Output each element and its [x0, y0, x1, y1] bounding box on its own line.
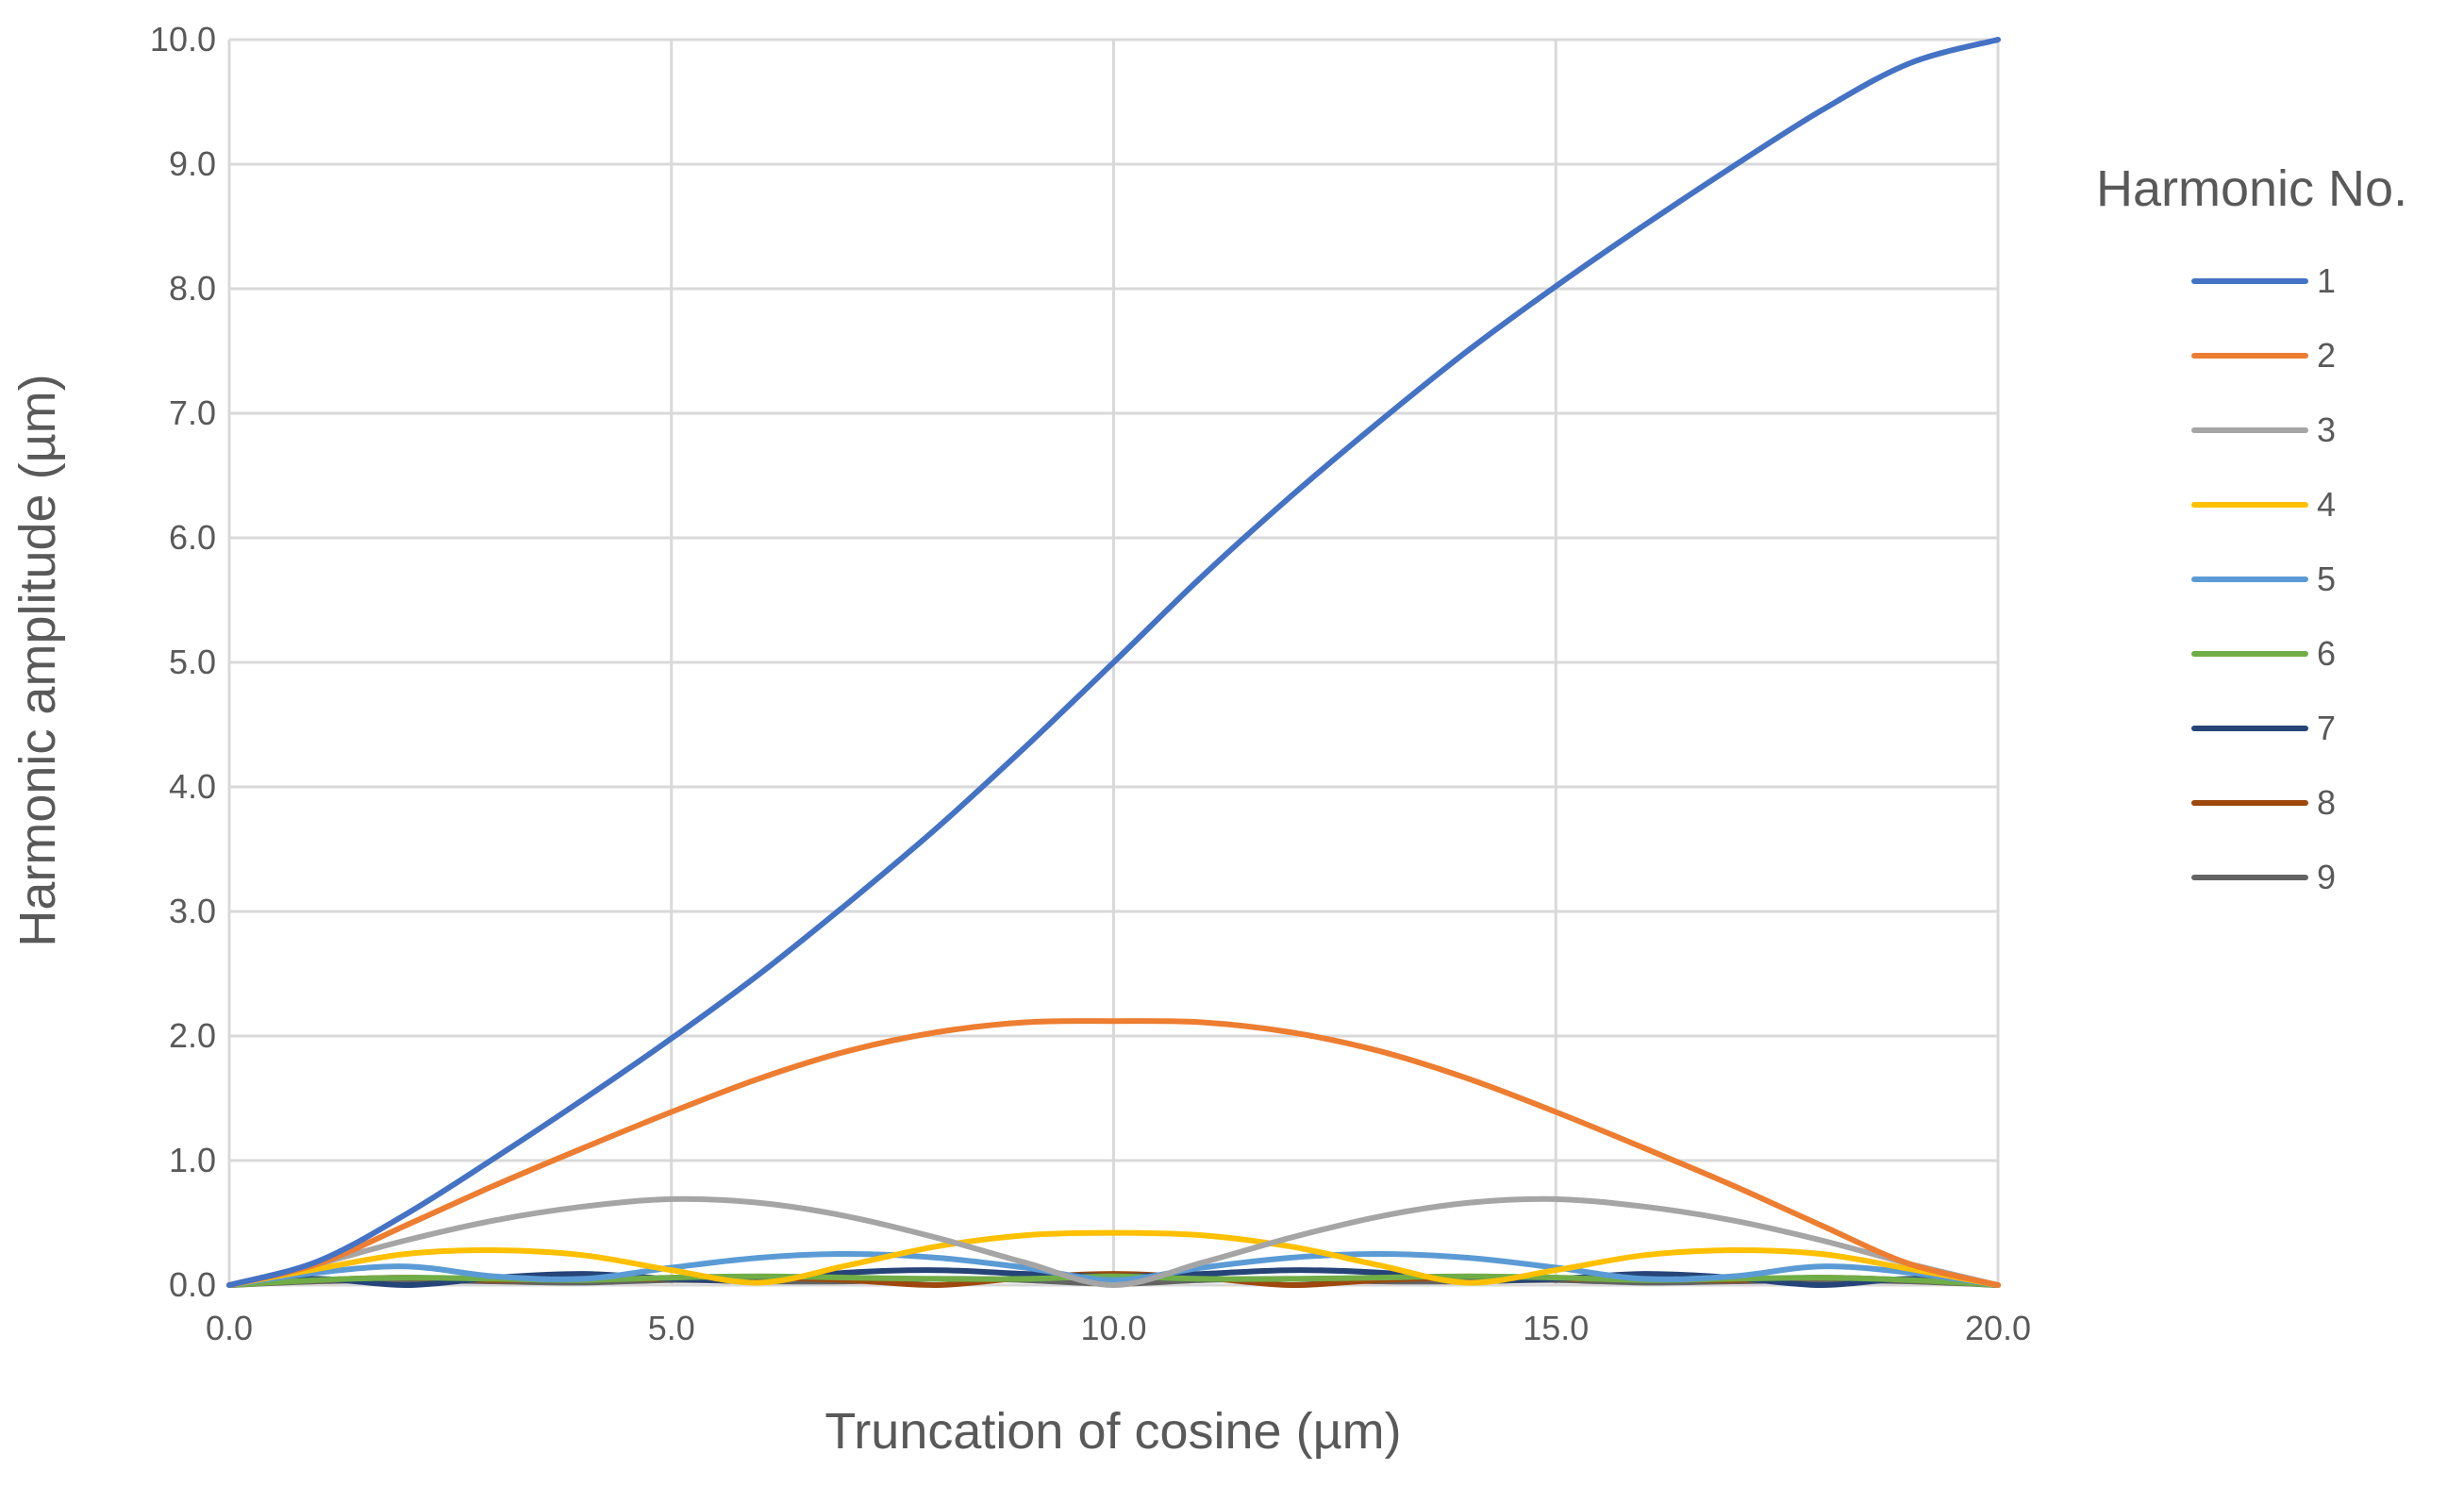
y-tick-label: 0.0 — [169, 1265, 216, 1304]
legend-label-7: 7 — [2317, 709, 2336, 747]
legend-title: Harmonic No. — [2096, 160, 2407, 217]
legend-label-4: 4 — [2317, 485, 2336, 524]
series-lines — [226, 37, 2001, 1289]
series-line-2 — [226, 1018, 2001, 1288]
y-axis-title: Harmonic amplitude (µm) — [9, 374, 66, 946]
y-tick-label: 3.0 — [169, 892, 216, 930]
y-tick-label: 2.0 — [169, 1016, 216, 1055]
y-tick-label: 8.0 — [169, 269, 216, 308]
y-tick-label: 1.0 — [169, 1141, 216, 1179]
x-tick-label: 20.0 — [1965, 1309, 2031, 1347]
legend-label-1: 1 — [2317, 261, 2336, 300]
x-tick-label: 10.0 — [1080, 1309, 1146, 1347]
legend-label-6: 6 — [2317, 634, 2336, 673]
legend-label-3: 3 — [2317, 410, 2336, 449]
legend-label-9: 9 — [2317, 858, 2336, 896]
legend: Harmonic No. 1 2 3 4 5 6 7 8 9 — [2096, 160, 2407, 896]
y-axis-ticks: 0.0 1.0 2.0 3.0 4.0 5.0 6.0 7.0 8.0 9.0 10.0 — [150, 20, 216, 1304]
y-tick-label: 7.0 — [169, 393, 216, 432]
y-tick-label: 5.0 — [169, 643, 216, 681]
x-tick-label: 5.0 — [648, 1309, 695, 1347]
y-tick-label: 9.0 — [169, 144, 216, 183]
y-tick-label: 10.0 — [150, 20, 216, 58]
series-line-4 — [226, 1229, 2001, 1288]
legend-label-2: 2 — [2317, 336, 2336, 375]
y-tick-label: 4.0 — [169, 767, 216, 806]
x-tick-label: 15.0 — [1523, 1309, 1589, 1347]
legend-label-5: 5 — [2317, 560, 2336, 598]
x-axis-title: Truncation of cosine (µm) — [824, 1403, 1401, 1460]
x-axis-ticks: 0.0 5.0 10.0 15.0 20.0 — [206, 1309, 2031, 1347]
legend-items: 1 2 3 4 5 6 7 8 9 — [2191, 261, 2336, 896]
series-line-5 — [226, 1251, 2001, 1288]
legend-label-8: 8 — [2317, 783, 2336, 822]
y-tick-label: 6.0 — [169, 518, 216, 557]
series-line-1 — [226, 37, 2001, 1288]
x-tick-label: 0.0 — [206, 1309, 253, 1347]
series-line-3 — [226, 1195, 2001, 1288]
